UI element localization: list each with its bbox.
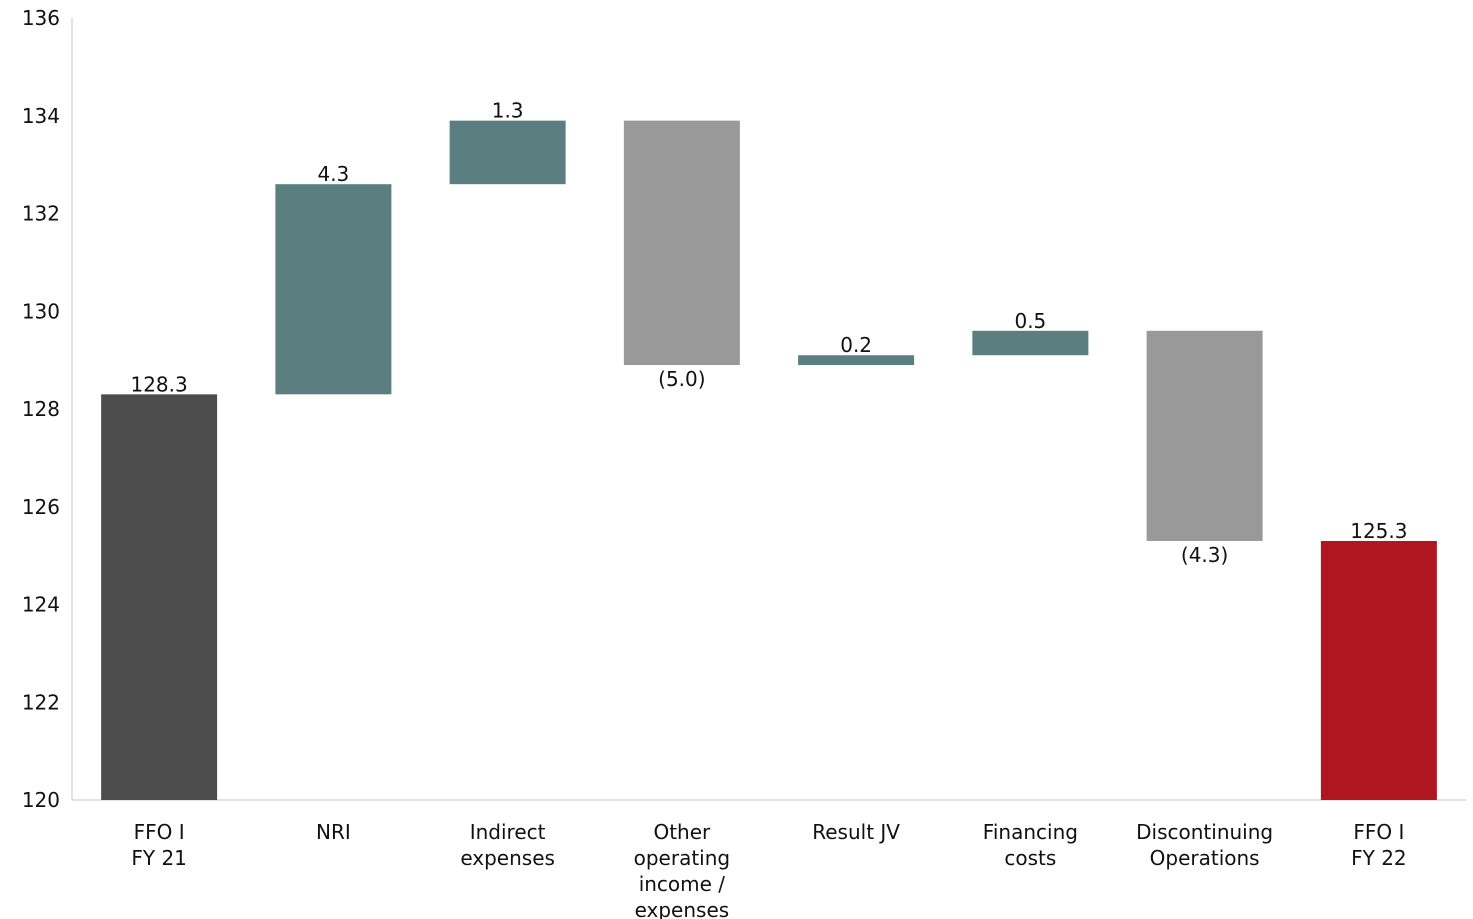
y-tick-label: 132 <box>22 202 60 226</box>
category-label-line: FY 21 <box>131 846 187 870</box>
category-label: Result JV <box>812 820 900 844</box>
bar-decrease <box>623 120 740 366</box>
category-label-line: Operations <box>1150 846 1260 870</box>
data-label: (4.3) <box>1181 543 1228 567</box>
data-label: 128.3 <box>130 372 187 396</box>
data-label: 4.3 <box>317 162 349 186</box>
data-label: 125.3 <box>1350 519 1407 543</box>
category-label-line: NRI <box>316 820 351 844</box>
y-tick-label: 124 <box>22 593 60 617</box>
data-label: 0.5 <box>1014 309 1046 333</box>
category-label-line: operating <box>634 846 730 870</box>
y-tick-label: 136 <box>22 6 60 30</box>
y-tick-label: 134 <box>22 104 60 128</box>
category-label: Other operating income / expenses <box>634 820 730 919</box>
y-tick-label: 120 <box>22 788 60 812</box>
category-label-line: FFO I <box>134 820 185 844</box>
category-label: FFO I FY 21 <box>131 820 187 870</box>
category-label-line: Result JV <box>812 820 900 844</box>
category-label-line: Indirect <box>470 820 546 844</box>
category-label-line: FY 22 <box>1351 846 1407 870</box>
category-label-line: Discontinuing <box>1136 820 1273 844</box>
category-label: Financing costs <box>983 820 1078 870</box>
bar-total-end <box>1320 540 1437 800</box>
category-label-line: FFO I <box>1353 820 1404 844</box>
category-label: NRI <box>316 820 351 844</box>
category-label: Discontinuing Operations <box>1136 820 1273 870</box>
category-label-line: Other <box>653 820 711 844</box>
data-label: 0.2 <box>840 333 872 357</box>
bar-increase <box>972 330 1089 356</box>
category-label-line: expenses <box>635 898 730 919</box>
bar-increase <box>449 120 566 185</box>
y-axis: 120 122 124 126 128 130 132 134 136 <box>22 6 73 812</box>
y-tick-label: 130 <box>22 299 60 323</box>
y-tick-label: 126 <box>22 495 60 519</box>
bars <box>101 120 1437 800</box>
category-label-line: costs <box>1004 846 1056 870</box>
y-tick-label: 122 <box>22 690 60 714</box>
category-label-line: income / <box>639 872 726 896</box>
data-label: 1.3 <box>492 99 524 123</box>
bar-total-start <box>101 394 218 800</box>
category-label: Indirect expenses <box>460 820 555 870</box>
category-label-line: Financing <box>983 820 1078 844</box>
data-label: (5.0) <box>658 367 705 391</box>
data-labels: 128.3 4.3 1.3 (5.0) 0.2 0.5 (4.3) 125.3 <box>130 99 1407 568</box>
bar-increase <box>275 184 392 395</box>
bar-increase <box>798 355 915 366</box>
y-tick-label: 128 <box>22 397 60 421</box>
category-label-line: expenses <box>460 846 555 870</box>
category-label: FFO I FY 22 <box>1351 820 1407 870</box>
bar-decrease <box>1146 330 1263 541</box>
y-tick-labels: 120 122 124 126 128 130 132 134 136 <box>22 6 60 812</box>
